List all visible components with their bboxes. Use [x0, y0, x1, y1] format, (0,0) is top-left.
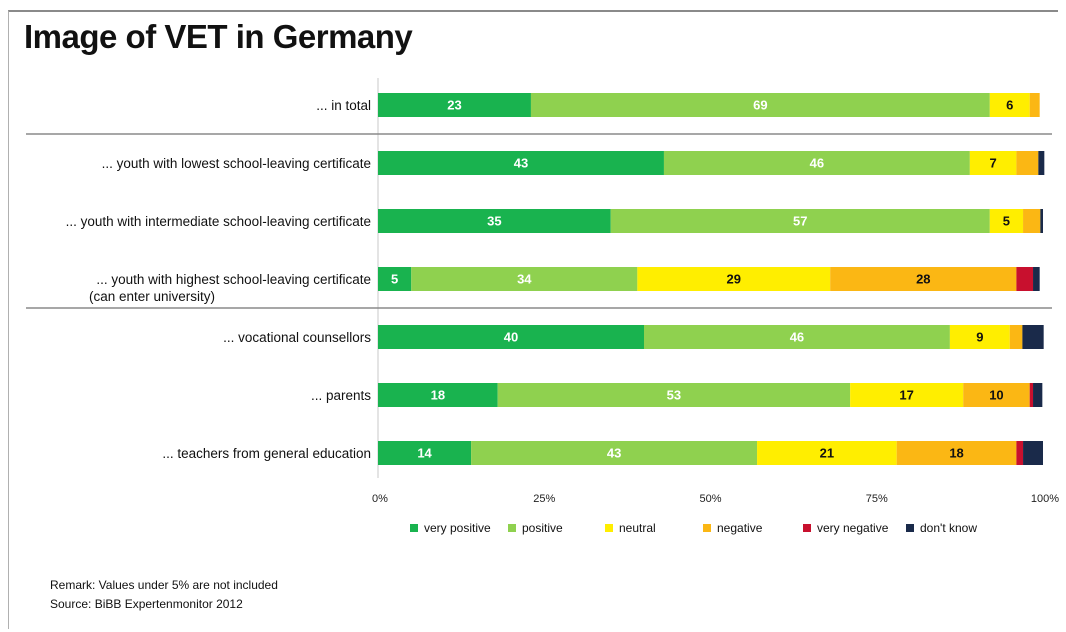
data-label: 5 — [1003, 214, 1010, 229]
legend-label: don't know — [920, 521, 977, 535]
remark-note: Remark: Values under 5% are not included — [50, 578, 278, 592]
bar-segment — [1033, 267, 1040, 291]
data-label: 43 — [607, 446, 621, 461]
bar-segment — [757, 441, 897, 465]
x-tick-label: 0% — [372, 493, 388, 505]
legend-label: very negative — [817, 521, 889, 535]
data-label: 40 — [504, 330, 518, 345]
bar-segment — [497, 383, 851, 407]
data-label: 7 — [990, 156, 997, 171]
legend-swatch — [410, 524, 418, 532]
category-label: ... teachers from general education — [162, 446, 371, 461]
category-label: ... youth with intermediate school-leavi… — [66, 214, 371, 229]
bar-segment — [1029, 93, 1040, 117]
category-label: ... youth with lowest school-leaving cer… — [102, 156, 371, 171]
bar-segment — [378, 267, 412, 291]
bar-segment — [663, 151, 970, 175]
data-label: 10 — [989, 388, 1003, 403]
legend-label: negative — [717, 521, 763, 535]
data-label: 23 — [447, 98, 461, 113]
bar-segment — [378, 325, 644, 349]
bar-segment — [830, 267, 1017, 291]
bar-segment — [1016, 267, 1034, 291]
bar-segment — [644, 325, 950, 349]
data-label: 34 — [517, 272, 532, 287]
legend-label: neutral — [619, 521, 656, 535]
category-label: ... parents — [311, 388, 371, 403]
bar-segment — [610, 209, 990, 233]
bar-segment — [471, 441, 758, 465]
data-label: 29 — [727, 272, 741, 287]
data-label: 28 — [916, 272, 930, 287]
legend-swatch — [605, 524, 613, 532]
bar-segment — [963, 383, 1030, 407]
x-tick-label: 75% — [866, 493, 888, 505]
bar-segment — [411, 267, 638, 291]
data-label: 14 — [417, 446, 432, 461]
bar-segment — [1029, 383, 1034, 407]
data-label: 46 — [810, 156, 824, 171]
bar-segment — [637, 267, 831, 291]
legend-swatch — [906, 524, 914, 532]
bar-segment — [1016, 441, 1024, 465]
bar-segment — [530, 93, 990, 117]
legend-swatch — [703, 524, 711, 532]
bar-segment — [969, 151, 1017, 175]
data-label: 43 — [514, 156, 528, 171]
x-tick-label: 25% — [533, 493, 555, 505]
bar-segment — [1040, 209, 1043, 233]
data-label: 5 — [391, 272, 398, 287]
data-label: 18 — [431, 388, 445, 403]
bar-segment — [1022, 325, 1044, 349]
bar-segment — [378, 441, 472, 465]
data-label: 46 — [790, 330, 804, 345]
data-label: 21 — [820, 446, 834, 461]
data-label: 18 — [949, 446, 963, 461]
bar-segment — [850, 383, 964, 407]
bar-segment — [1033, 383, 1043, 407]
data-label: 35 — [487, 214, 501, 229]
category-label-line2: (can enter university) — [89, 289, 215, 304]
data-label: 57 — [793, 214, 807, 229]
bar-segment — [378, 383, 498, 407]
data-label: 17 — [899, 388, 913, 403]
data-label: 53 — [667, 388, 681, 403]
bar-segment — [1009, 325, 1023, 349]
data-label: 9 — [976, 330, 983, 345]
category-label: ... youth with highest school-leaving ce… — [96, 272, 371, 287]
bar-segment — [1023, 441, 1043, 465]
bar-segment — [989, 93, 1030, 117]
category-label: ... in total — [316, 98, 371, 113]
bar-segment — [1016, 151, 1039, 175]
bar-segment — [378, 209, 611, 233]
bar-segment — [989, 209, 1024, 233]
bar-segment — [949, 325, 1010, 349]
legend-label: positive — [522, 521, 563, 535]
bar-segment — [1023, 209, 1041, 233]
bar-segment — [378, 151, 664, 175]
source-note: Source: BiBB Expertenmonitor 2012 — [50, 597, 243, 611]
x-tick-label: 100% — [1031, 493, 1059, 505]
chart-frame — [8, 10, 1058, 629]
bar-segment — [896, 441, 1017, 465]
bar-segment — [378, 93, 531, 117]
legend-swatch — [803, 524, 811, 532]
x-tick-label: 50% — [699, 493, 721, 505]
data-label: 6 — [1006, 98, 1013, 113]
bar-segment — [1038, 151, 1045, 175]
legend-swatch — [508, 524, 516, 532]
data-label: 69 — [753, 98, 767, 113]
legend-label: very positive — [424, 521, 491, 535]
chart-title: Image of VET in Germany — [24, 18, 413, 55]
category-label: ... vocational counsellors — [223, 330, 371, 345]
